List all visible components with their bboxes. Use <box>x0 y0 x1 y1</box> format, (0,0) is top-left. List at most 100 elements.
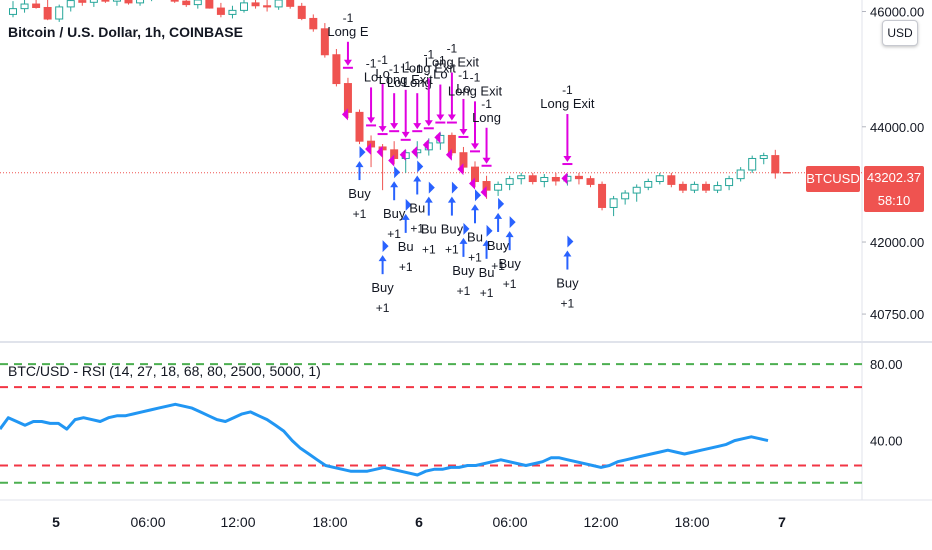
candle[interactable] <box>228 5 237 19</box>
candle[interactable] <box>667 172 676 188</box>
exit-signal[interactable]: -1Lo <box>433 54 448 144</box>
candle[interactable] <box>32 0 41 9</box>
buy-entry-marker <box>359 146 366 159</box>
candle[interactable] <box>609 195 618 217</box>
candle[interactable] <box>574 172 583 185</box>
candle[interactable] <box>678 181 687 194</box>
buy-signal[interactable]: Bu +1 <box>409 160 425 235</box>
exit-arrow-head <box>367 117 376 124</box>
candle[interactable] <box>9 1 17 18</box>
buy-signal[interactable]: Bu +1 <box>398 198 414 274</box>
candle[interactable] <box>170 0 179 3</box>
candle[interactable] <box>621 190 630 205</box>
candle[interactable] <box>205 0 214 9</box>
candle[interactable] <box>274 0 283 10</box>
candle[interactable] <box>136 0 145 6</box>
candle[interactable] <box>748 155 757 173</box>
candle[interactable] <box>644 178 653 191</box>
candle[interactable] <box>263 0 272 12</box>
buy-arrow-head <box>401 213 410 220</box>
candle[interactable] <box>124 0 133 5</box>
buy-signal[interactable]: Buy +1 <box>498 216 521 291</box>
candle[interactable] <box>632 184 641 202</box>
buy-entry-marker <box>509 216 516 229</box>
candle[interactable] <box>551 172 560 186</box>
exit-signal[interactable]: -1Lo <box>387 62 401 167</box>
buy-signal[interactable]: Buy +1 <box>487 197 510 273</box>
candle[interactable] <box>702 181 710 194</box>
candle[interactable] <box>332 48 341 87</box>
exit-signal-label: Long Exit <box>425 55 480 70</box>
exit-signal[interactable]: -1Lo <box>364 56 378 155</box>
candle-body-down <box>678 183 687 191</box>
candle[interactable] <box>66 0 75 12</box>
candle[interactable] <box>43 0 52 21</box>
candle[interactable] <box>736 167 745 182</box>
candle[interactable] <box>598 181 607 211</box>
candle[interactable] <box>540 174 549 188</box>
candle[interactable] <box>725 175 734 191</box>
candle[interactable] <box>240 0 248 13</box>
exit-signal[interactable]: -1Lo <box>456 68 471 176</box>
candle[interactable] <box>586 175 595 188</box>
buy-signal[interactable]: Buy +1 <box>371 240 394 315</box>
candle-body-up <box>136 0 145 4</box>
buy-signal[interactable]: Bu +1 <box>479 224 495 300</box>
candle[interactable] <box>309 14 318 32</box>
buy-signal[interactable]: Buy +1 <box>556 235 579 311</box>
candle[interactable] <box>713 181 722 194</box>
buy-signal[interactable]: Buy +1 <box>348 146 371 221</box>
candle[interactable] <box>759 152 768 165</box>
buy-signal[interactable]: Bu +1 <box>467 189 483 264</box>
candle[interactable] <box>517 172 526 185</box>
candle[interactable] <box>286 0 295 9</box>
candle[interactable] <box>55 4 64 22</box>
candle-body-down <box>182 0 191 6</box>
candle[interactable] <box>193 0 202 9</box>
candle[interactable] <box>505 175 514 191</box>
buy-signal[interactable]: Bu +1 <box>421 181 437 257</box>
candle[interactable] <box>297 2 306 21</box>
candle[interactable] <box>112 0 121 6</box>
exit-marker <box>341 108 348 121</box>
candle[interactable] <box>78 0 87 6</box>
candle[interactable] <box>20 0 29 13</box>
candle-body-down <box>667 175 676 185</box>
buy-signal[interactable]: Buy +1 <box>441 181 464 257</box>
candle[interactable] <box>771 149 780 179</box>
candle[interactable] <box>494 181 503 196</box>
candle-body-up <box>193 0 202 6</box>
exit-signal-qty: -1 <box>470 70 481 84</box>
candle[interactable] <box>216 2 225 18</box>
rsi-indicator-title[interactable]: BTC/USD - RSI (14, 27, 18, 68, 80, 2500,… <box>8 363 321 379</box>
exit-signal-qty: -1 <box>447 42 458 56</box>
rsi-line[interactable] <box>0 402 769 477</box>
candle[interactable] <box>355 109 364 145</box>
buy-arrow-head <box>482 239 491 246</box>
currency-button[interactable]: USD <box>882 20 918 46</box>
candle[interactable] <box>101 0 110 3</box>
buy-signal[interactable]: Buy +1 <box>383 166 406 241</box>
candle[interactable] <box>690 181 699 194</box>
candle[interactable] <box>320 23 329 58</box>
exit-signal[interactable]: -1Lo <box>375 53 390 158</box>
candle[interactable] <box>182 0 191 7</box>
candle[interactable] <box>528 172 537 185</box>
candle-body-up <box>55 6 64 20</box>
candle[interactable] <box>655 172 664 185</box>
buy-signal[interactable]: Buy +1 <box>452 222 475 298</box>
candle[interactable] <box>89 0 98 7</box>
candle[interactable] <box>251 0 260 9</box>
buy-entry-marker <box>498 197 505 210</box>
exit-marker <box>365 142 372 155</box>
